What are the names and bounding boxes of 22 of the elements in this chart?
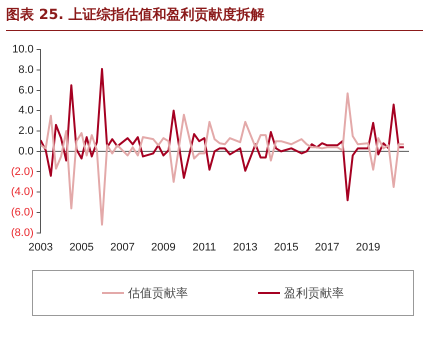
y-tick-label: 6.0 bbox=[18, 84, 34, 96]
x-tick-label: 2011 bbox=[192, 241, 216, 254]
y-tick-label: 0.0 bbox=[18, 145, 34, 158]
x-tick-label: 2005 bbox=[69, 241, 94, 254]
x-tick-label: 2017 bbox=[314, 241, 340, 254]
y-tick-label: 2.0 bbox=[18, 125, 34, 138]
x-tick-label: 2007 bbox=[110, 241, 135, 254]
x-tick-label: 2009 bbox=[151, 241, 176, 254]
chart-title: 图表 25. 上证综指估值和盈利贡献度拆解 bbox=[6, 6, 423, 31]
x-tick-label: 2003 bbox=[28, 241, 53, 254]
x-tick-label: 2019 bbox=[356, 241, 380, 254]
y-tick-label: (8.0) bbox=[10, 226, 34, 239]
y-tick-label: (6.0) bbox=[10, 206, 34, 218]
x-tick-label: 2013 bbox=[233, 241, 258, 254]
y-tick-label: 10.0 bbox=[12, 44, 34, 56]
legend-label: 估值贡献率 bbox=[128, 284, 188, 302]
legend-label: 盈利贡献率 bbox=[284, 284, 344, 302]
y-tick-label: 8.0 bbox=[18, 64, 34, 76]
y-tick-label: (2.0) bbox=[10, 166, 34, 178]
y-tick-label: (4.0) bbox=[10, 186, 34, 198]
y-tick-label: 4.0 bbox=[18, 104, 34, 117]
x-tick-label: 2015 bbox=[274, 241, 298, 254]
